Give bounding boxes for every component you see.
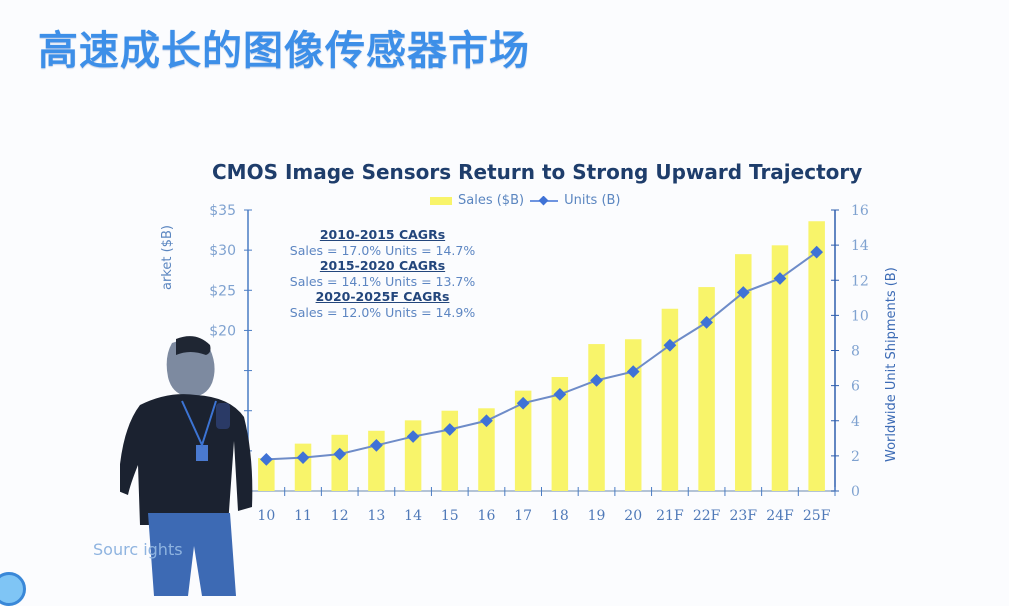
sales-bar — [294, 443, 312, 491]
x-tick-label: 10 — [257, 508, 275, 524]
units-marker — [443, 423, 457, 436]
left-tick-label: $30 — [209, 243, 236, 259]
speaker-figure — [120, 336, 253, 596]
sales-bar — [771, 245, 789, 491]
units-marker — [480, 414, 493, 428]
sales-bar — [514, 390, 532, 491]
units-polyline — [266, 251, 818, 461]
microphone-icon — [216, 403, 230, 429]
right-tick-label: 0 — [851, 484, 860, 500]
x-tick-label: 14 — [404, 508, 422, 524]
x-tick-label: 23F — [730, 508, 758, 524]
units-marker — [370, 438, 383, 452]
sales-bar — [331, 434, 348, 491]
slide-title: 高速成长的图像传感器市场 — [38, 28, 530, 74]
y-axis-label-right: Worldwide Unit Shipments (B) — [884, 267, 899, 462]
right-tick-label: 2 — [851, 449, 860, 465]
units-line — [259, 245, 824, 466]
x-tick-label: 11 — [294, 508, 312, 524]
chart-title: CMOS Image Sensors Return to Strong Upwa… — [212, 160, 863, 184]
sales-bar — [661, 308, 679, 491]
right-tick-label: 4 — [851, 414, 860, 430]
units-marker — [333, 447, 347, 461]
cagr-heading-2010-2015: 2010-2015 CAGRs — [319, 227, 446, 242]
right-tick-label: 10 — [851, 308, 869, 324]
legend-sales-label: Sales ($B) — [458, 193, 525, 208]
sales-bars — [258, 221, 825, 492]
badge-icon — [196, 445, 208, 461]
x-tick-label: 15 — [441, 508, 459, 524]
units-marker — [259, 453, 273, 466]
x-tick-label: 17 — [514, 508, 532, 524]
left-tick-label: $25 — [209, 283, 236, 299]
right-tick-label: 16 — [851, 203, 869, 219]
x-tick-label: 21F — [656, 508, 684, 524]
units-marker — [406, 430, 420, 443]
x-tick-label: 20 — [624, 508, 642, 524]
right-tick-label: 8 — [851, 344, 860, 360]
legend-sales-swatch — [430, 196, 452, 205]
x-tick-label: 22F — [693, 508, 721, 524]
chart-legend: Sales ($B) Units (B) — [430, 193, 621, 208]
right-tick-label: 6 — [851, 379, 860, 395]
sales-bar — [808, 221, 825, 492]
x-tick-label: 19 — [588, 508, 606, 524]
cagr-heading-2015-2020: 2015-2020 CAGRs — [319, 258, 446, 273]
sales-bar — [258, 458, 275, 491]
sales-bar — [588, 344, 605, 491]
x-tick-label: 12 — [331, 508, 349, 524]
source-note: Sourc ights — [93, 540, 183, 559]
units-marker — [296, 451, 310, 464]
legend-units-line-icon — [530, 195, 559, 205]
right-tick-label: 14 — [851, 238, 869, 254]
cagr-text-2020-2025: Sales = 12.0% Units = 14.9% — [289, 304, 476, 320]
cagr-text-2010-2015: Sales = 17.0% Units = 14.7% — [289, 242, 476, 258]
x-tick-label: 25F — [803, 508, 831, 524]
cagr-text-2015-2020: Sales = 14.1% Units = 13.7% — [289, 273, 476, 289]
x-tick-label: 13 — [367, 508, 385, 524]
y-axis-label-left: arket ($B) — [160, 225, 175, 290]
x-tick-label: 24F — [766, 508, 794, 524]
cagr-heading-2020-2025: 2020-2025F CAGRs — [315, 289, 450, 304]
x-tick-label: 18 — [551, 508, 569, 524]
legend-units-label: Units (B) — [564, 193, 621, 208]
cagr-annotations: 2010-2015 CAGRs Sales = 17.0% Units = 14… — [270, 227, 495, 320]
sales-bar — [735, 254, 752, 491]
x-tick-label: 16 — [478, 508, 496, 524]
sales-bar — [478, 408, 495, 491]
sales-bar — [441, 410, 459, 491]
sales-bar — [551, 376, 569, 491]
sales-bar — [624, 339, 642, 491]
left-tick-label: $20 — [209, 323, 236, 339]
sales-bar — [698, 287, 715, 491]
tick-labels: $20 $25 $30 $35 0 2 4 6 8 10 12 14 16 10 11 12 13 14 15 16 1… — [209, 203, 869, 524]
left-tick-label: $35 — [209, 203, 236, 219]
right-tick-label: 12 — [851, 273, 869, 289]
